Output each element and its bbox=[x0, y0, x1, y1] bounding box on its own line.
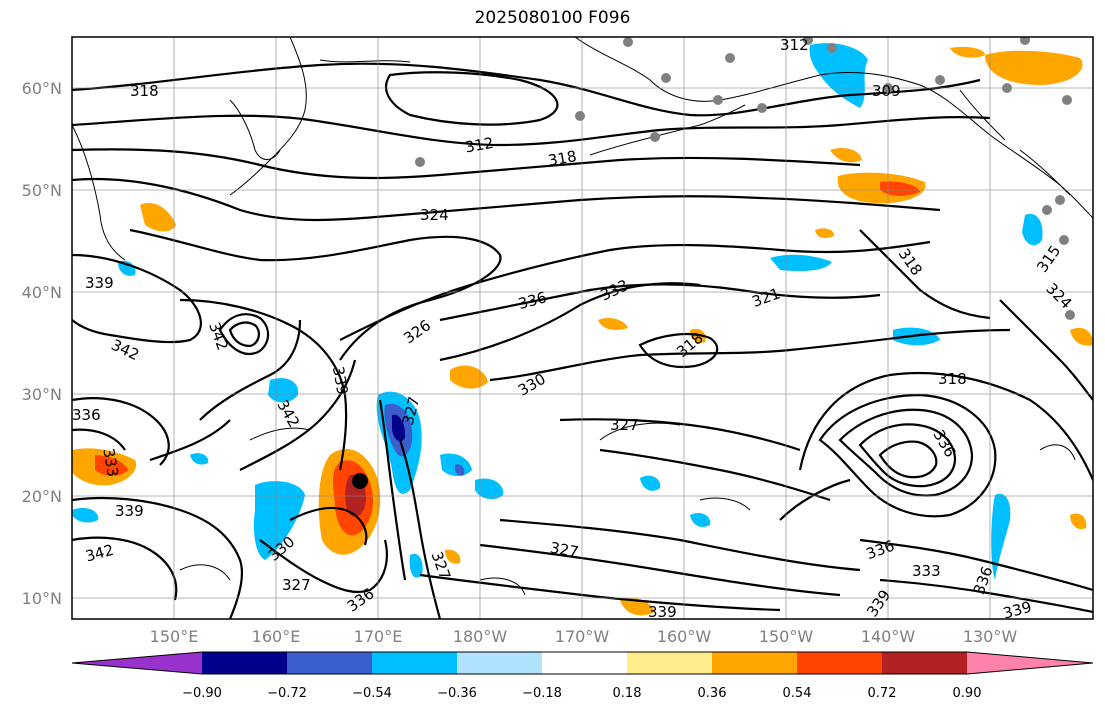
colorbar-segment bbox=[372, 652, 457, 674]
colorbar-segment bbox=[882, 652, 967, 674]
thin-contours bbox=[179, 422, 1076, 596]
colorbar-segment bbox=[287, 652, 372, 674]
colorbar-outline bbox=[71, 651, 1094, 675]
contour-label: 312 bbox=[464, 134, 495, 157]
colorbar-label: 0.90 bbox=[953, 686, 982, 701]
colorbar: −0.90 −0.72 −0.54 −0.36 −0.18 0.18 0.36 … bbox=[71, 651, 1094, 701]
contour-label: 336 bbox=[72, 406, 101, 424]
contour-label: 333 bbox=[99, 447, 122, 478]
contour-label: 327 bbox=[610, 416, 639, 434]
lon-label: 130°W bbox=[963, 627, 1018, 646]
contour-label: 327 bbox=[282, 576, 311, 594]
anomaly-shading bbox=[72, 43, 1093, 616]
lat-label: 60°N bbox=[22, 79, 62, 98]
colorbar-segment bbox=[712, 652, 797, 674]
colorbar-label: −0.18 bbox=[522, 686, 562, 701]
colorbar-label: 0.18 bbox=[613, 686, 642, 701]
lat-label: 20°N bbox=[22, 487, 62, 506]
latitude-labels: 60°N 50°N 40°N 30°N 20°N 10°N bbox=[22, 79, 62, 608]
lon-label: 160°W bbox=[657, 627, 712, 646]
lon-label: 170°W bbox=[555, 627, 610, 646]
colorbar-segment bbox=[202, 652, 287, 674]
map-panel bbox=[72, 37, 1093, 619]
contour-label: 339 bbox=[648, 603, 677, 621]
colorbar-low-extend bbox=[72, 652, 202, 674]
longitude-labels: 150°E 160°E 170°E 180°W 170°W 160°W 150°… bbox=[150, 627, 1018, 646]
lon-label: 150°E bbox=[150, 627, 199, 646]
colorbar-label: −0.54 bbox=[352, 686, 392, 701]
lon-label: 150°W bbox=[759, 627, 814, 646]
coastlines bbox=[72, 37, 1093, 261]
colorbar-label: −0.72 bbox=[267, 686, 307, 701]
contour-label: 318 bbox=[938, 370, 967, 388]
contour-label: 309 bbox=[872, 82, 901, 100]
lon-label: 170°E bbox=[354, 627, 403, 646]
colorbar-high-extend bbox=[967, 652, 1093, 674]
contour-label: 324 bbox=[420, 206, 449, 224]
map-frame bbox=[71, 36, 1094, 620]
colorbar-label: 0.72 bbox=[868, 686, 897, 701]
colorbar-label: −0.90 bbox=[182, 686, 222, 701]
lat-label: 10°N bbox=[22, 589, 62, 608]
colorbar-label: 0.54 bbox=[783, 686, 812, 701]
contour-label: 318 bbox=[130, 82, 159, 100]
station-markers bbox=[415, 37, 1075, 320]
contour-label: 333 bbox=[912, 562, 941, 580]
contour-label: 312 bbox=[780, 36, 809, 54]
colorbar-segment bbox=[457, 652, 542, 674]
storm-center-marker bbox=[352, 473, 368, 489]
lat-label: 30°N bbox=[22, 385, 62, 404]
contour-label: 327 bbox=[549, 539, 580, 562]
contour-label: 339 bbox=[85, 274, 114, 292]
contour-label: 339 bbox=[329, 365, 352, 396]
contour-label: 339 bbox=[1001, 598, 1033, 623]
contour-label: 339 bbox=[115, 502, 144, 520]
lon-label: 140°W bbox=[861, 627, 916, 646]
lon-label: 160°E bbox=[252, 627, 301, 646]
colorbar-label: 0.36 bbox=[698, 686, 727, 701]
colorbar-label: −0.36 bbox=[437, 686, 477, 701]
colorbar-segment bbox=[627, 652, 712, 674]
lat-label: 50°N bbox=[22, 181, 62, 200]
contour-lines bbox=[72, 62, 1093, 619]
colorbar-segment bbox=[542, 652, 627, 674]
gridlines bbox=[72, 37, 1093, 619]
colorbar-segment bbox=[797, 652, 882, 674]
lat-label: 40°N bbox=[22, 283, 62, 302]
map-title: 2025080100 F096 bbox=[474, 8, 631, 28]
lon-label: 180°W bbox=[453, 627, 508, 646]
contour-label: 318 bbox=[547, 147, 578, 170]
